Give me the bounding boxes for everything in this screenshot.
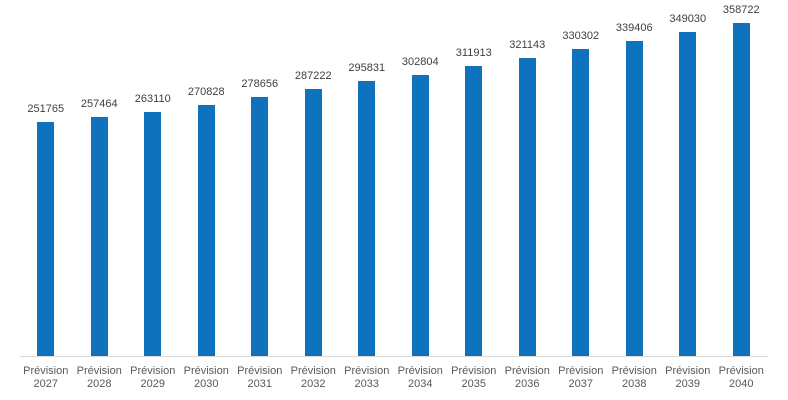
bar-value-label: 251765	[27, 103, 65, 115]
category-label-line1: Prévision	[451, 365, 497, 377]
bar	[90, 117, 108, 356]
bar-column: 257464	[73, 0, 127, 356]
category-label: Prévision 2037	[554, 365, 608, 391]
bar-column: 339406	[608, 0, 662, 356]
bar-value-label: 311913	[455, 47, 492, 59]
category-label-line1: Prévision	[130, 365, 176, 377]
bar-column: 311913	[447, 0, 501, 356]
category-label-year: 2035	[461, 378, 486, 390]
bar	[518, 58, 536, 356]
bar	[144, 112, 162, 356]
category-label: Prévision 2030	[180, 365, 234, 391]
category-label-line1: Prévision	[718, 365, 764, 377]
category-label-line1: Prévision	[23, 365, 69, 377]
bar-column: 251765	[19, 0, 73, 356]
bar-column: 321143	[501, 0, 555, 356]
category-label-line1: Prévision	[237, 365, 283, 377]
category-label-year: 2030	[194, 378, 219, 390]
category-label-year: 2038	[622, 378, 647, 390]
bar-value-label: 339406	[615, 22, 653, 34]
bar	[411, 75, 429, 356]
bar-value-label: 349030	[669, 13, 707, 25]
bar-column: 270828	[180, 0, 234, 356]
category-label: Prévision 2033	[340, 365, 394, 391]
bar	[251, 97, 269, 356]
bar-column: 330302	[554, 0, 608, 356]
bar-value-label: 257464	[80, 98, 118, 110]
bar	[572, 49, 590, 356]
category-label-line1: Prévision	[344, 365, 390, 377]
x-axis-line	[20, 356, 768, 357]
category-label-year: 2027	[33, 378, 58, 390]
category-label-year: 2034	[408, 378, 433, 390]
category-label-year: 2033	[354, 378, 379, 390]
category-label: Prévision 2031	[233, 365, 287, 391]
bar-value-label: 358722	[722, 4, 760, 16]
plot-area: 251765 257464 263110 270828 278656 287222 2958…	[19, 0, 768, 356]
category-label: Prévision 2035	[447, 365, 501, 391]
category-label: Prévision 2038	[608, 365, 662, 391]
bar-value-label: 263110	[134, 93, 171, 105]
bar	[197, 105, 215, 356]
category-label-year: 2039	[675, 378, 700, 390]
category-label: Prévision 2028	[73, 365, 127, 391]
category-label-line1: Prévision	[504, 365, 550, 377]
bar	[304, 89, 322, 356]
category-label-line1: Prévision	[183, 365, 229, 377]
bar-value-label: 302804	[401, 56, 439, 68]
category-label: Prévision 2029	[126, 365, 180, 391]
category-label-year: 2032	[301, 378, 326, 390]
bar-value-label: 321143	[509, 39, 546, 51]
category-label-year: 2037	[568, 378, 593, 390]
bar-column: 349030	[661, 0, 715, 356]
category-label-line1: Prévision	[76, 365, 122, 377]
category-label-line1: Prévision	[558, 365, 604, 377]
bar-value-label: 330302	[562, 30, 600, 42]
bar-value-label: 295831	[348, 62, 386, 74]
bar-value-label: 287222	[294, 70, 332, 82]
x-axis-labels: Prévision 2027 Prévision 2028 Prévision 2029 P…	[19, 357, 768, 400]
bar	[732, 23, 750, 356]
category-label: Prévision 2034	[394, 365, 448, 391]
category-label-line1: Prévision	[290, 365, 336, 377]
category-label-line1: Prévision	[397, 365, 443, 377]
bar-value-label: 278656	[241, 78, 279, 90]
bar	[358, 81, 376, 356]
category-label: Prévision 2032	[287, 365, 341, 391]
category-label: Prévision 2036	[501, 365, 555, 391]
category-label-year: 2040	[729, 378, 754, 390]
category-label-line1: Prévision	[665, 365, 711, 377]
bar-column: 295831	[340, 0, 394, 356]
bar-column: 263110	[126, 0, 180, 356]
bar-value-label: 270828	[187, 86, 225, 98]
bar	[37, 122, 55, 356]
category-label: Prévision 2040	[715, 365, 769, 391]
category-label-year: 2028	[87, 378, 112, 390]
category-label-line1: Prévision	[611, 365, 657, 377]
category-label: Prévision 2039	[661, 365, 715, 391]
category-label-year: 2029	[140, 378, 165, 390]
bar-column: 287222	[287, 0, 341, 356]
bar	[465, 66, 483, 356]
category-label-year: 2036	[515, 378, 540, 390]
category-label: Prévision 2027	[19, 365, 73, 391]
bar-column: 358722	[715, 0, 769, 356]
bar	[625, 41, 643, 356]
bar-column: 302804	[394, 0, 448, 356]
bar	[679, 32, 697, 356]
category-label-year: 2031	[247, 378, 272, 390]
bar-column: 278656	[233, 0, 287, 356]
